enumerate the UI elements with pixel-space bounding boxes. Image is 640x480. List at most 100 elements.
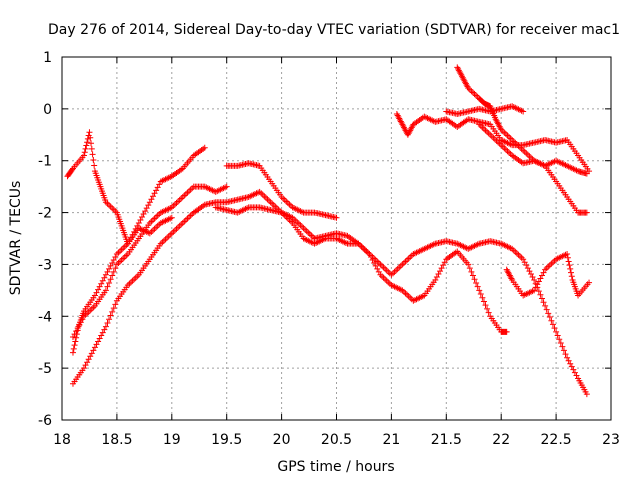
data-point-marker — [280, 195, 287, 202]
data-point-marker — [540, 269, 547, 276]
data-point-marker — [382, 276, 389, 283]
data-point-marker — [380, 264, 387, 271]
data-point-marker — [91, 344, 98, 351]
data-point-marker — [104, 319, 111, 326]
data-point-marker — [179, 219, 186, 226]
data-point-marker — [262, 194, 269, 201]
data-point-marker — [465, 261, 472, 268]
y-tick-label: -5 — [38, 361, 52, 377]
data-point-marker — [360, 245, 367, 252]
data-point-marker — [140, 211, 147, 218]
data-point-marker — [182, 216, 189, 223]
data-point-marker — [151, 190, 158, 197]
data-point-marker — [117, 248, 124, 255]
data-point-marker — [477, 291, 484, 298]
data-point-marker — [99, 277, 106, 284]
data-point-marker — [372, 262, 379, 269]
data-point-marker — [126, 280, 133, 287]
data-point-marker — [523, 262, 530, 269]
data-point-marker — [112, 301, 119, 308]
data-point-marker — [80, 152, 87, 159]
data-point-marker — [506, 134, 513, 141]
data-point-marker — [469, 272, 476, 279]
data-point-marker — [109, 259, 116, 266]
data-point-marker — [402, 290, 409, 297]
data-point-marker — [474, 283, 481, 290]
data-point-marker — [175, 224, 182, 231]
data-point-marker — [501, 145, 508, 152]
data-point-marker — [405, 293, 412, 300]
data-point-marker — [378, 262, 385, 269]
y-tick-label: 0 — [43, 102, 52, 118]
data-point-marker — [106, 265, 113, 272]
data-point-marker — [295, 220, 302, 227]
data-point-marker — [173, 225, 180, 232]
data-point-marker — [115, 259, 122, 266]
data-point-marker — [567, 265, 574, 272]
data-point-marker — [153, 187, 160, 194]
data-point-marker — [499, 143, 506, 150]
data-point-marker — [159, 239, 166, 246]
x-tick-label: 20 — [273, 432, 291, 448]
data-point-marker — [168, 230, 175, 237]
data-point-marker — [383, 277, 390, 284]
data-point-marker — [142, 208, 149, 215]
data-point-marker — [542, 266, 549, 273]
data-point-marker — [128, 279, 135, 286]
data-point-marker — [110, 206, 117, 213]
x-tick-labels: 18 18.5 19 19.5 20 20.5 21 21.5 22 22.5 23 — [53, 432, 620, 448]
data-point-marker — [162, 236, 169, 243]
data-point-marker — [404, 256, 411, 263]
chart-title: Day 276 of 2014, Sidereal Day-to-day VTE… — [48, 22, 620, 38]
data-point-marker — [466, 265, 473, 272]
data-point-marker — [151, 225, 158, 232]
data-point-marker — [571, 369, 578, 376]
data-point-marker — [513, 250, 520, 257]
x-tick-label: 19.5 — [211, 432, 242, 448]
data-point-marker — [400, 259, 407, 266]
data-point-marker — [70, 345, 77, 352]
data-point-marker — [143, 205, 150, 212]
data-point-marker — [435, 271, 442, 278]
data-point-marker — [113, 261, 120, 268]
data-point-marker — [303, 228, 310, 235]
data-point-marker — [109, 205, 116, 212]
data-point-marker — [269, 200, 276, 207]
series-track-b — [69, 183, 230, 341]
data-point-marker — [397, 262, 404, 269]
data-point-marker — [526, 153, 533, 160]
data-point-marker — [504, 148, 511, 155]
data-point-marker — [90, 347, 97, 354]
data-point-marker — [90, 156, 97, 163]
data-point-marker — [377, 261, 384, 268]
data-point-marker — [96, 335, 103, 342]
data-point-marker — [82, 362, 89, 369]
data-point-marker — [404, 291, 411, 298]
y-tick-label: -3 — [38, 257, 52, 273]
data-point-marker — [88, 350, 95, 357]
data-point-marker — [377, 271, 384, 278]
data-point-marker — [369, 256, 376, 263]
data-point-marker — [117, 258, 124, 265]
data-point-marker — [148, 228, 155, 235]
data-point-marker — [73, 334, 80, 341]
data-point-marker — [468, 88, 475, 95]
data-point-marker — [173, 199, 180, 206]
data-point-marker — [187, 186, 194, 193]
data-point-marker — [333, 214, 340, 221]
data-point-marker — [302, 226, 309, 233]
data-point-marker — [509, 136, 516, 143]
data-point-marker — [380, 274, 387, 281]
data-point-marker — [520, 256, 527, 263]
data-point-marker — [298, 223, 305, 230]
data-point-marker — [583, 170, 590, 177]
data-point-marker — [118, 246, 125, 253]
data-point-marker — [468, 268, 475, 275]
x-tick-label: 19 — [163, 432, 181, 448]
data-point-marker — [131, 276, 138, 283]
data-point-marker — [564, 251, 571, 258]
data-point-marker — [138, 214, 145, 221]
data-point-marker — [484, 305, 491, 312]
data-point-marker — [513, 141, 520, 148]
data-point-marker — [201, 144, 208, 151]
